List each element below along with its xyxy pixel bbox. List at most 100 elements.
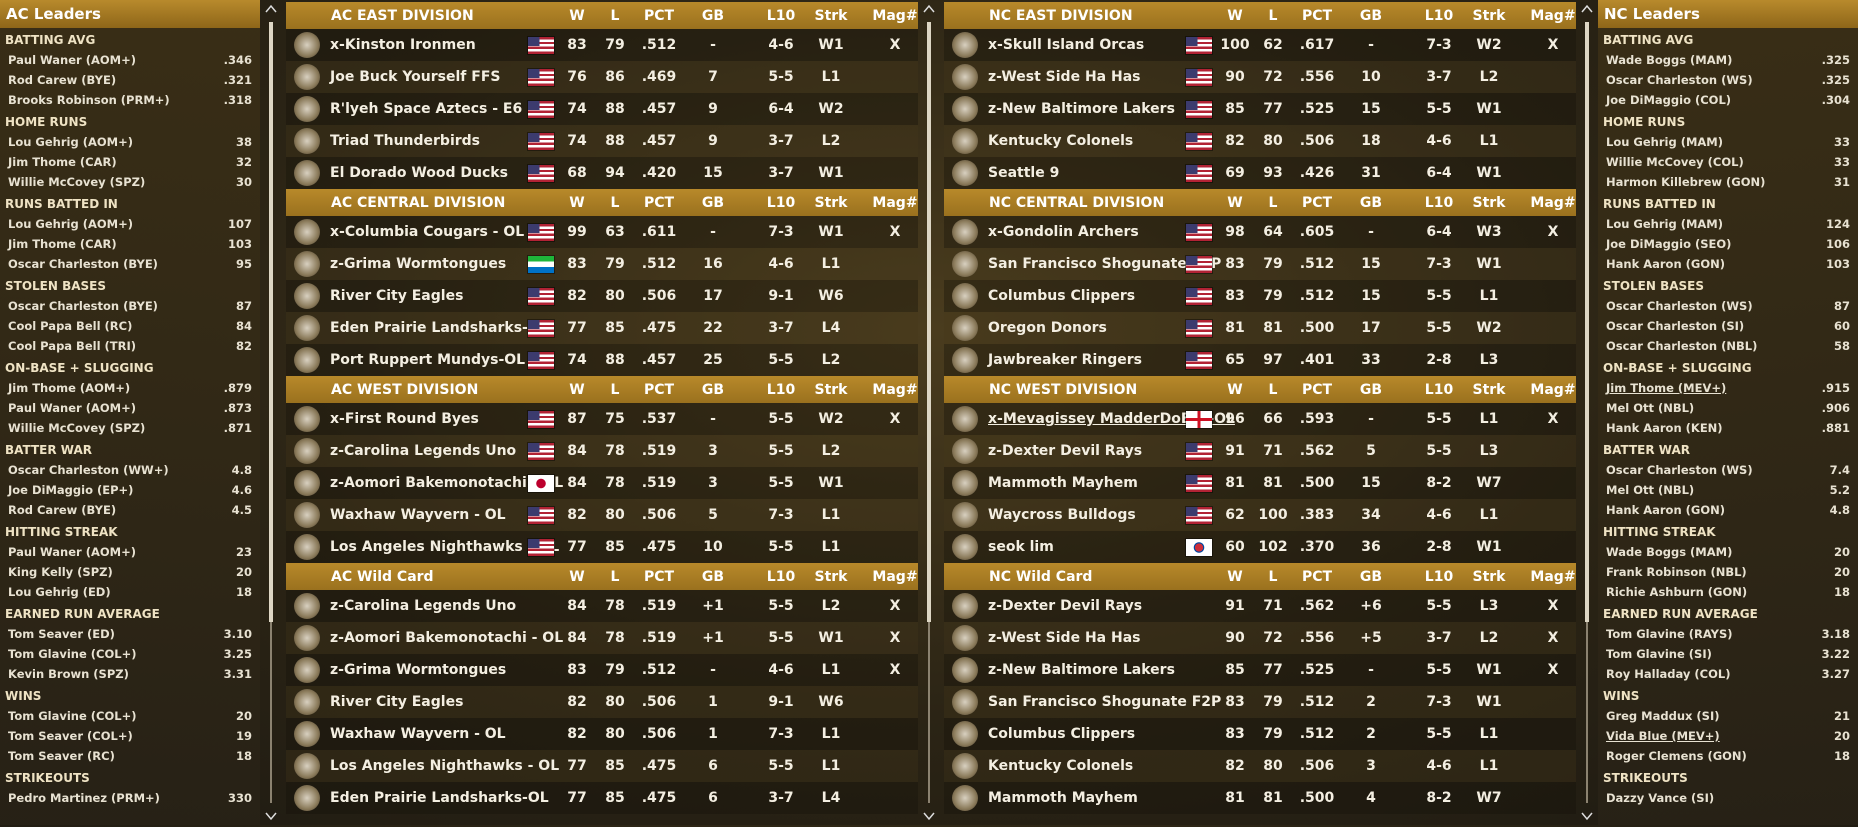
team-row[interactable]: x-First Round Byes 87 75 .537 - 5-5 W2 X bbox=[286, 403, 918, 435]
team-row[interactable]: Columbus Clippers 83 79 .512 2 5-5 L1 bbox=[944, 718, 1576, 750]
team-name[interactable]: z-West Side Ha Has bbox=[988, 630, 1141, 646]
team-row[interactable]: z-Dexter Devil Rays 91 71 .562 +6 5-5 L3 X bbox=[944, 590, 1576, 622]
team-name[interactable]: x-Skull Island Orcas bbox=[988, 37, 1145, 53]
scrollbar[interactable] bbox=[1580, 0, 1594, 825]
team-name[interactable]: Waxhaw Wayvern - OL bbox=[330, 507, 506, 523]
team-name[interactable]: R'lyeh Space Aztecs - E6 bbox=[330, 101, 523, 117]
team-name[interactable]: z-West Side Ha Has bbox=[988, 69, 1141, 85]
team-row[interactable]: z-New Baltimore Lakers 85 77 .525 15 5-5 W1 bbox=[944, 93, 1576, 125]
team-row[interactable]: Joe Buck Yourself FFS 76 86 .469 7 5-5 L1 bbox=[286, 61, 918, 93]
team-name[interactable]: z-Dexter Devil Rays bbox=[988, 598, 1143, 614]
scrollbar[interactable] bbox=[264, 0, 278, 825]
scroll-thumb[interactable] bbox=[927, 22, 931, 622]
player-name[interactable]: Jim Thome (MEV+) bbox=[1606, 381, 1727, 395]
team-row[interactable]: z-Grima Wormtongues 83 79 .512 - 4-6 L1 X bbox=[286, 654, 918, 686]
team-name[interactable]: z-Grima Wormtongues bbox=[330, 662, 507, 678]
team-row[interactable]: Eden Prairie Landsharks-OL 77 85 .475 22 3-7 L… bbox=[286, 312, 918, 344]
team-row[interactable]: x-Mevagissey MadderDoEes-OL 96 66 .593 - 5-5 L… bbox=[944, 403, 1576, 435]
scrollbar[interactable] bbox=[922, 0, 936, 825]
team-row[interactable]: z-West Side Ha Has 90 72 .556 +5 3-7 L2 X bbox=[944, 622, 1576, 654]
team-name[interactable]: z-Aomori Bakemonotachi - OL bbox=[330, 630, 564, 646]
team-row[interactable]: z-West Side Ha Has 90 72 .556 10 3-7 L2 bbox=[944, 61, 1576, 93]
team-name[interactable]: Seattle 9 bbox=[988, 165, 1060, 181]
team-row[interactable]: Waycross Bulldogs 62 100 .383 34 4-6 L1 bbox=[944, 499, 1576, 531]
team-row[interactable]: San Francisco Shogunate F2P 83 79 .512 2 7-3 W… bbox=[944, 686, 1576, 718]
team-name[interactable]: River City Eagles bbox=[330, 288, 464, 304]
team-name[interactable]: Oregon Donors bbox=[988, 320, 1107, 336]
team-row[interactable]: R'lyeh Space Aztecs - E6 74 88 .457 9 6-4 W2 bbox=[286, 93, 918, 125]
team-row[interactable]: x-Gondolin Archers 98 64 .605 - 6-4 W3 X bbox=[944, 216, 1576, 248]
team-name[interactable]: Columbus Clippers bbox=[988, 288, 1136, 304]
team-row[interactable]: z-Grima Wormtongues 83 79 .512 16 4-6 L1 bbox=[286, 248, 918, 280]
scroll-down[interactable] bbox=[265, 811, 277, 821]
team-row[interactable]: Mammoth Mayhem 81 81 .500 15 8-2 W7 bbox=[944, 467, 1576, 499]
scroll-up[interactable] bbox=[265, 4, 277, 14]
team-row[interactable]: Triad Thunderbirds 74 88 .457 9 3-7 L2 bbox=[286, 125, 918, 157]
team-name[interactable]: x-Gondolin Archers bbox=[988, 224, 1139, 240]
scroll-thumb[interactable] bbox=[1585, 22, 1589, 622]
team-name[interactable]: z-New Baltimore Lakers bbox=[988, 101, 1175, 117]
team-name[interactable]: z-Grima Wormtongues bbox=[330, 256, 507, 272]
team-row[interactable]: z-New Baltimore Lakers 85 77 .525 - 5-5 W1 X bbox=[944, 654, 1576, 686]
team-name[interactable]: x-Mevagissey MadderDoEes-OL bbox=[988, 411, 1235, 427]
team-row[interactable]: Waxhaw Wayvern - OL 82 80 .506 5 7-3 L1 bbox=[286, 499, 918, 531]
team-row[interactable]: Port Ruppert Mundys-OL 74 88 .457 25 5-5 L2 bbox=[286, 344, 918, 376]
team-name[interactable]: Kentucky Colonels bbox=[988, 133, 1134, 149]
team-row[interactable]: z-Carolina Legends Uno 84 78 .519 +1 5-5 L2 X bbox=[286, 590, 918, 622]
team-name[interactable]: El Dorado Wood Ducks bbox=[330, 165, 508, 181]
team-name[interactable]: x-First Round Byes bbox=[330, 411, 479, 427]
team-name[interactable]: San Francisco Shogunate F2P bbox=[988, 256, 1222, 272]
team-name[interactable]: z-New Baltimore Lakers bbox=[988, 662, 1175, 678]
team-row[interactable]: z-Carolina Legends Uno 84 78 .519 3 5-5 L2 bbox=[286, 435, 918, 467]
team-row[interactable]: El Dorado Wood Ducks 68 94 .420 15 3-7 W1 bbox=[286, 157, 918, 189]
team-name[interactable]: Mammoth Mayhem bbox=[988, 475, 1138, 491]
team-name[interactable]: Port Ruppert Mundys-OL bbox=[330, 352, 526, 368]
scroll-up[interactable] bbox=[923, 4, 935, 14]
team-name[interactable]: z-Aomori Bakemonotachi - OL bbox=[330, 475, 564, 491]
team-row[interactable]: Jawbreaker Ringers 65 97 .401 33 2-8 L3 bbox=[944, 344, 1576, 376]
team-name[interactable]: Mammoth Mayhem bbox=[988, 790, 1138, 806]
team-row[interactable]: x-Skull Island Orcas 100 62 .617 - 7-3 W2 X bbox=[944, 29, 1576, 61]
player-name[interactable]: Vida Blue (MEV+) bbox=[1606, 729, 1720, 743]
team-name[interactable]: Los Angeles Nighthawks - OL bbox=[330, 539, 560, 555]
team-name[interactable]: Eden Prairie Landsharks-OL bbox=[330, 320, 549, 336]
team-row[interactable]: Oregon Donors 81 81 .500 17 5-5 W2 bbox=[944, 312, 1576, 344]
team-row[interactable]: Seattle 9 69 93 .426 31 6-4 W1 bbox=[944, 157, 1576, 189]
team-row[interactable]: River City Eagles 82 80 .506 1 9-1 W6 bbox=[286, 686, 918, 718]
team-row[interactable]: z-Dexter Devil Rays 91 71 .562 5 5-5 L3 bbox=[944, 435, 1576, 467]
team-name[interactable]: z-Carolina Legends Uno bbox=[330, 598, 517, 614]
team-name[interactable]: x-Kinston Ironmen bbox=[330, 37, 476, 53]
team-name[interactable]: River City Eagles bbox=[330, 694, 464, 710]
team-name[interactable]: Columbus Clippers bbox=[988, 726, 1136, 742]
team-row[interactable]: x-Columbia Cougars - OL 99 63 .611 - 7-3 W1 X bbox=[286, 216, 918, 248]
team-name[interactable]: Joe Buck Yourself FFS bbox=[330, 69, 501, 85]
team-name[interactable]: Eden Prairie Landsharks-OL bbox=[330, 790, 549, 806]
team-name[interactable]: Triad Thunderbirds bbox=[330, 133, 481, 149]
team-row[interactable]: z-Aomori Bakemonotachi - OL 84 78 .519 3 5-5 W… bbox=[286, 467, 918, 499]
team-row[interactable]: River City Eagles 82 80 .506 17 9-1 W6 bbox=[286, 280, 918, 312]
team-row[interactable]: Kentucky Colonels 82 80 .506 3 4-6 L1 bbox=[944, 750, 1576, 782]
team-row[interactable]: Los Angeles Nighthawks - OL 77 85 .475 6 5-5 L… bbox=[286, 750, 918, 782]
team-name[interactable]: x-Columbia Cougars - OL bbox=[330, 224, 525, 240]
team-name[interactable]: Los Angeles Nighthawks - OL bbox=[330, 758, 560, 774]
team-row[interactable]: seok lim 60 102 .370 36 2-8 W1 bbox=[944, 531, 1576, 563]
team-name[interactable]: seok lim bbox=[988, 539, 1054, 555]
team-name[interactable]: Kentucky Colonels bbox=[988, 758, 1134, 774]
team-row[interactable]: z-Aomori Bakemonotachi - OL 84 78 .519 +1 5-5… bbox=[286, 622, 918, 654]
team-name[interactable]: z-Dexter Devil Rays bbox=[988, 443, 1143, 459]
team-name[interactable]: Waxhaw Wayvern - OL bbox=[330, 726, 506, 742]
team-name[interactable]: z-Carolina Legends Uno bbox=[330, 443, 517, 459]
team-row[interactable]: Los Angeles Nighthawks - OL 77 85 .475 10 5-5… bbox=[286, 531, 918, 563]
team-name[interactable]: Jawbreaker Ringers bbox=[988, 352, 1142, 368]
team-row[interactable]: Mammoth Mayhem 81 81 .500 4 8-2 W7 bbox=[944, 782, 1576, 814]
scroll-up[interactable] bbox=[1581, 4, 1593, 14]
team-row[interactable]: Waxhaw Wayvern - OL 82 80 .506 1 7-3 L1 bbox=[286, 718, 918, 750]
scroll-thumb[interactable] bbox=[269, 22, 273, 622]
team-row[interactable]: x-Kinston Ironmen 83 79 .512 - 4-6 W1 X bbox=[286, 29, 918, 61]
team-name[interactable]: Waycross Bulldogs bbox=[988, 507, 1136, 523]
team-row[interactable]: Columbus Clippers 83 79 .512 15 5-5 L1 bbox=[944, 280, 1576, 312]
scroll-down[interactable] bbox=[923, 811, 935, 821]
team-name[interactable]: San Francisco Shogunate F2P bbox=[988, 694, 1222, 710]
team-row[interactable]: San Francisco Shogunate F2P 83 79 .512 15 7-3… bbox=[944, 248, 1576, 280]
team-row[interactable]: Kentucky Colonels 82 80 .506 18 4-6 L1 bbox=[944, 125, 1576, 157]
